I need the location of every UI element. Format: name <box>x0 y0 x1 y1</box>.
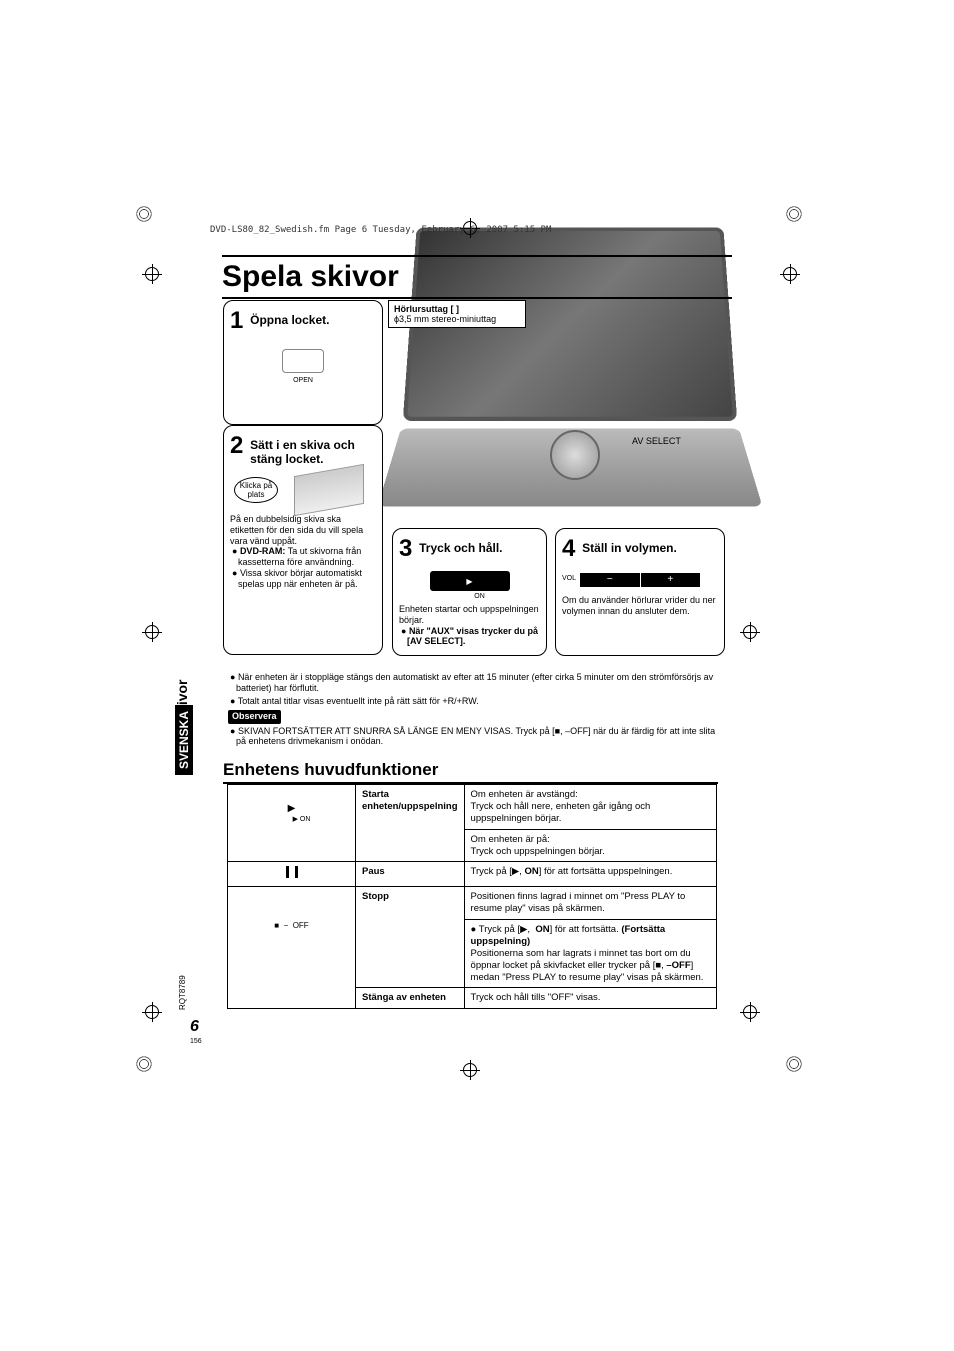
step2-bullet2: ● Vissa skivor börjar automatiskt spelas… <box>230 568 376 590</box>
rqt-code: RQT8789 <box>178 975 187 1010</box>
svenska-badge: SVENSKA <box>175 705 193 775</box>
crosshair <box>460 1060 480 1080</box>
headphone-line2: ϕ3,5 mm stereo-miniuttag <box>394 314 520 324</box>
reg-mark <box>130 1050 158 1078</box>
headphone-line1: Hörlursuttag [ ] <box>394 304 520 314</box>
play-button-icon: ▶ <box>430 571 510 591</box>
row3-desc-b: ● Tryck på [▶, ON] för att fortsätta. (F… <box>464 920 716 988</box>
table-row: ▶ ▶ ON Starta enheten/uppspelning Om enh… <box>228 785 717 830</box>
row1-icon-cell: ▶ ▶ ON <box>228 785 356 862</box>
crosshair <box>142 1002 162 1022</box>
headphone-callout: Hörlursuttag [ ] ϕ3,5 mm stereo-miniutta… <box>388 300 526 328</box>
step3-bullet: ● När "AUX" visas trycker du på [AV SELE… <box>399 626 540 648</box>
crosshair <box>740 622 760 642</box>
reg-mark <box>780 200 808 228</box>
note-b1: ● När enheten är i stoppläge stängs den … <box>228 672 718 694</box>
step2-bullet1: ● DVD-RAM: Ta ut skivorna från kassetter… <box>230 546 376 568</box>
crosshair <box>142 264 162 284</box>
step2-title: Sätt i en skiva och stäng locket. <box>250 438 360 466</box>
open-button-icon <box>282 349 324 373</box>
vol-minus: − <box>580 573 641 587</box>
crosshair <box>780 264 800 284</box>
crosshair <box>142 622 162 642</box>
observera-badge: Observera <box>228 710 281 723</box>
step-4: 4 Ställ in volymen. VOL − + Om du använd… <box>555 528 725 656</box>
step3-on: ON <box>399 593 540 600</box>
klicka-oval: Klicka på plats <box>234 477 278 503</box>
vol-plus: + <box>641 573 701 587</box>
step-1: 1 Öppna locket. OPEN <box>223 300 383 425</box>
table-row: Paus Tryck på [▶, ON] för att fortsätta … <box>228 862 717 887</box>
row1-func: Starta enheten/uppspelning <box>356 785 465 862</box>
step4-title: Ställ in volymen. <box>582 541 677 555</box>
step3-note: Enheten startar och uppspelningen börjar… <box>399 604 540 626</box>
row3-func2: Stänga av enheten <box>356 988 465 1009</box>
disc-icon <box>294 464 364 516</box>
note-b2: ● Totalt antal titlar visas eventuellt i… <box>228 696 718 707</box>
step1-num: 1 <box>230 307 243 335</box>
row3-func: Stopp <box>356 887 465 988</box>
step3-num: 3 <box>399 535 412 563</box>
functions-table: ▶ ▶ ON Starta enheten/uppspelning Om enh… <box>227 784 717 1009</box>
reg-mark <box>130 200 158 228</box>
step1-title: Öppna locket. <box>250 313 329 327</box>
open-label: OPEN <box>230 377 376 384</box>
step-2: 2 Sätt i en skiva och stäng locket. Klic… <box>223 425 383 655</box>
row2-desc: Tryck på [▶, ON] för att fortsätta uppsp… <box>464 862 716 887</box>
note-b3: ● SKIVAN FORTSÄTTER ATT SNURRA SÅ LÄNGE … <box>228 726 718 748</box>
device-illustration <box>370 160 770 540</box>
section-heading: Enhetens huvudfunktioner <box>223 760 718 784</box>
page-title: Spela skivor <box>222 255 732 299</box>
volume-bar-icon: − + <box>580 573 700 587</box>
step4-num: 4 <box>562 535 575 563</box>
notes-section: ● När enheten är i stoppläge stängs den … <box>228 672 718 749</box>
step2-note1: På en dubbelsidig skiva ska etiketten fö… <box>230 514 376 546</box>
table-row: ■ − OFF Stopp Positionen finns lagrad i … <box>228 887 717 920</box>
reg-mark <box>780 1050 808 1078</box>
page-header: DVD-LS80_82_Swedish.fm Page 6 Tuesday, F… <box>210 225 551 235</box>
step3-title: Tryck och håll. <box>419 541 502 555</box>
row2-func: Paus <box>356 862 465 887</box>
vol-label: VOL <box>562 575 576 582</box>
row1-desc-a: Om enheten är avstängd: Tryck och håll n… <box>464 785 716 830</box>
step-3: 3 Tryck och håll. ▶ ON Enheten startar o… <box>392 528 547 656</box>
av-select-label: AV SELECT <box>632 436 681 446</box>
pause-icon <box>286 866 298 878</box>
row2-icon-cell <box>228 862 356 887</box>
page-number: 6 <box>190 1018 199 1036</box>
page-number-small: 156 <box>190 1038 202 1045</box>
row3-desc-c: Tryck och håll tills "OFF" visas. <box>464 988 716 1009</box>
row3-desc-a: Positionen finns lagrad i minnet om "Pre… <box>464 887 716 920</box>
crosshair <box>740 1002 760 1022</box>
step2-num: 2 <box>230 432 243 460</box>
step4-note: Om du använder hörlurar vrider du ner vo… <box>562 595 718 617</box>
row1-desc-b: Om enheten är på: Tryck och uppspelninge… <box>464 829 716 862</box>
row3-icon-cell: ■ − OFF <box>228 887 356 1009</box>
